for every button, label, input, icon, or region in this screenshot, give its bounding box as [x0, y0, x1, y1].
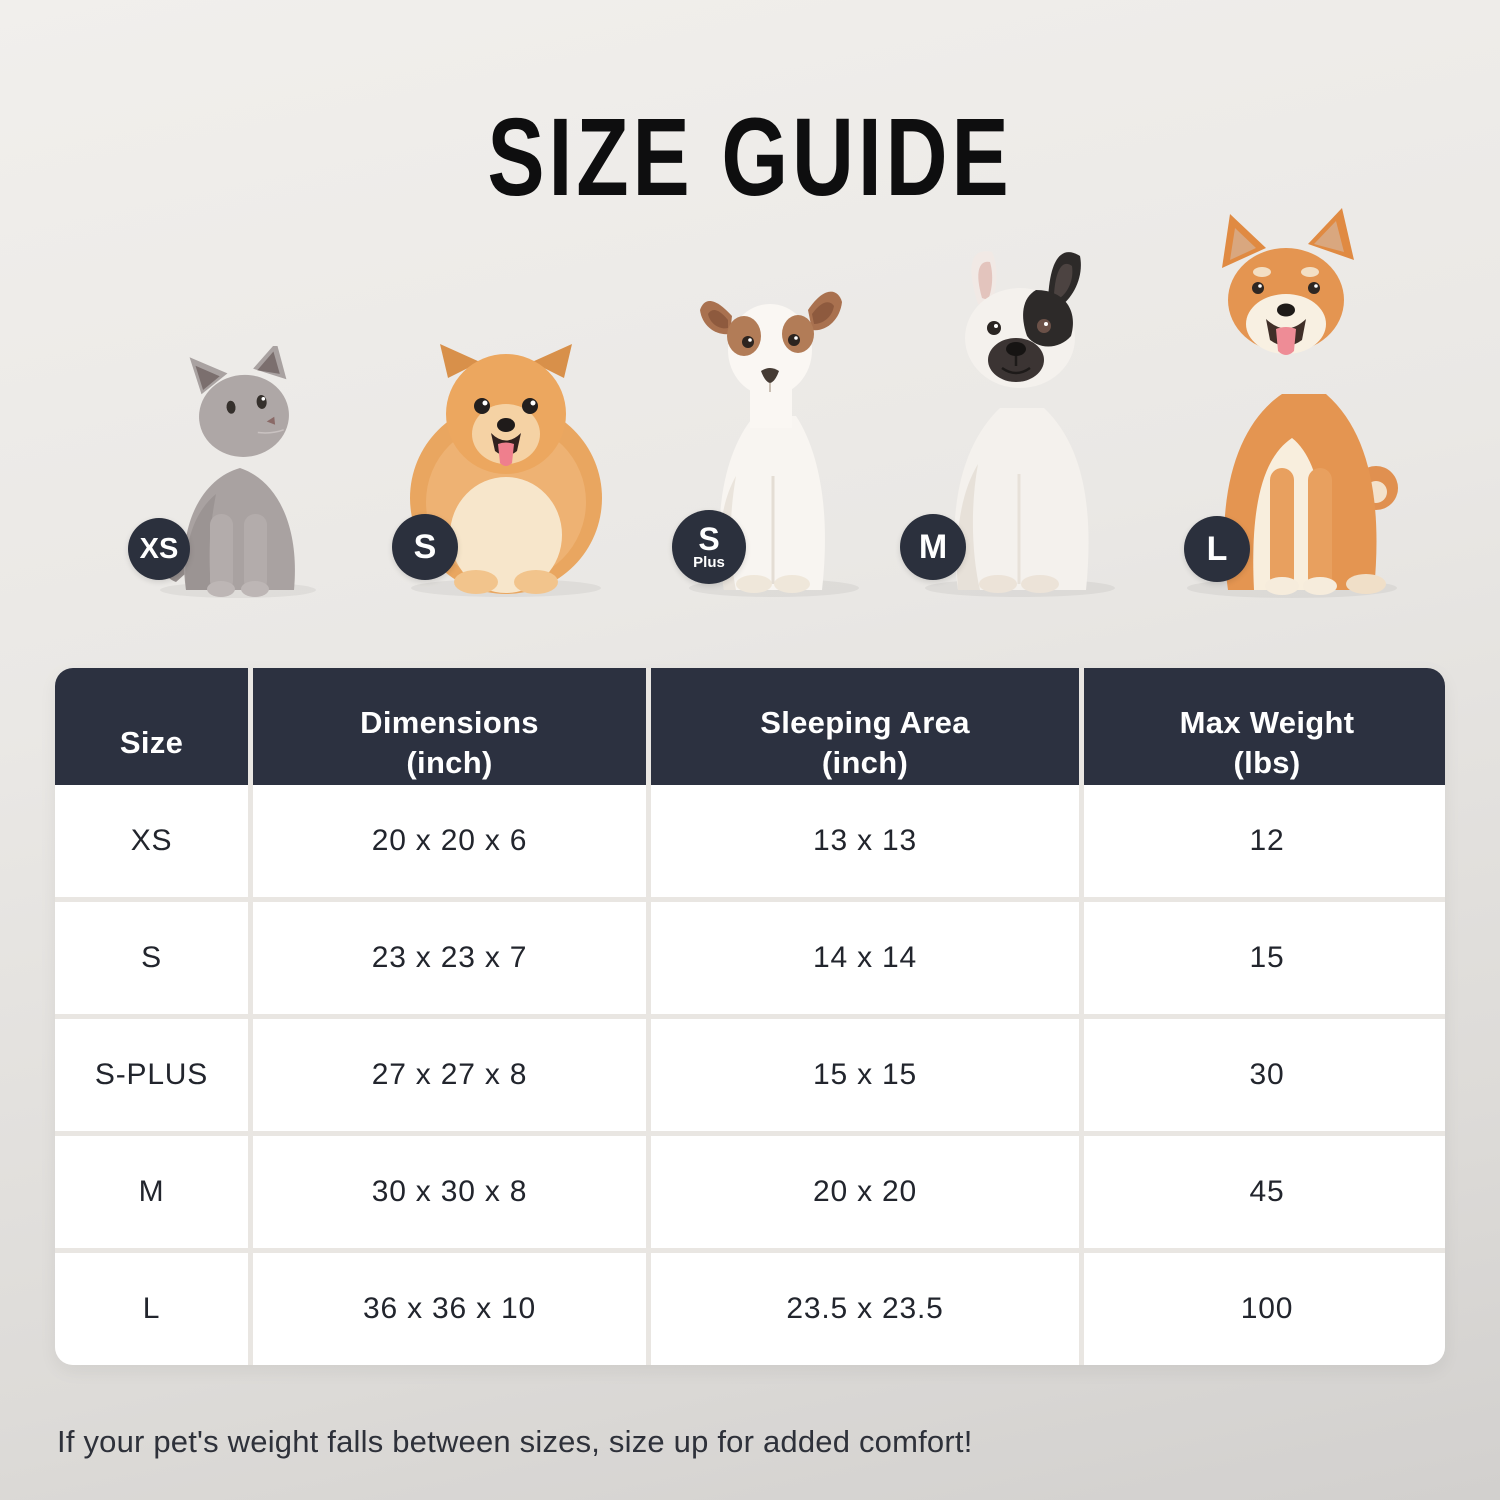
cell-l-size: L [55, 1253, 248, 1365]
badge-label: S [413, 527, 437, 566]
cell-xs-sleeping-area: 13 x 13 [651, 785, 1079, 897]
size-badge-xs: XS [128, 518, 190, 580]
badge-label: L [1206, 529, 1228, 568]
cell-l-max-weight: 100 [1084, 1253, 1445, 1365]
page-title: SIZE GUIDE [487, 96, 1013, 219]
header-line1: Size [119, 724, 184, 760]
cell-xs-max-weight: 12 [1084, 785, 1445, 897]
cell-l-dimensions: 36 x 36 x 10 [253, 1253, 646, 1365]
cell-s-size: S [55, 902, 248, 1014]
size-badge-s-plus: S Plus [672, 510, 746, 584]
header-line2: (lbs) [1233, 745, 1301, 780]
cell-m-size: M [55, 1136, 248, 1248]
size-badge-l: L [1184, 516, 1250, 582]
pomeranian-illustration [410, 344, 602, 597]
cell-m-dimensions: 30 x 30 x 8 [253, 1136, 646, 1248]
cell-s-sleeping-area: 14 x 14 [651, 902, 1079, 1014]
cat-photo [138, 346, 343, 598]
french-bulldog-photo [898, 246, 1143, 598]
cell-splus-size: S-PLUS [55, 1019, 248, 1131]
header-line1: Max Weight [1179, 704, 1355, 740]
shiba-inu-illustration [1187, 208, 1398, 598]
pomeranian-photo [388, 330, 623, 598]
cat-illustration [158, 346, 316, 598]
cell-m-sleeping-area: 20 x 20 [651, 1136, 1079, 1248]
header-line2: (inch) [821, 745, 909, 780]
size-badge-m: M [900, 514, 966, 580]
cell-l-sleeping-area: 23.5 x 23.5 [651, 1253, 1079, 1365]
jack-russell-illustration [689, 291, 859, 597]
badge-label: M [918, 527, 948, 566]
cell-xs-dimensions: 20 x 20 x 6 [253, 785, 646, 897]
french-bulldog-illustration [925, 251, 1115, 597]
header-line2: (inch) [406, 745, 493, 780]
cell-m-max-weight: 45 [1084, 1136, 1445, 1248]
shiba-inu-photo [1158, 208, 1426, 598]
size-badge-s: S [392, 514, 458, 580]
footer-note: If your pet's weight falls between sizes… [57, 1424, 973, 1459]
pets-row: XS S S Plus M L [0, 208, 1500, 602]
cell-splus-dimensions: 27 x 27 x 8 [253, 1019, 646, 1131]
badge-label: S [698, 520, 720, 557]
badge-label: XS [139, 532, 179, 565]
header-line1: Dimensions [360, 704, 539, 740]
cell-splus-max-weight: 30 [1084, 1019, 1445, 1131]
cell-splus-sleeping-area: 15 x 15 [651, 1019, 1079, 1131]
cell-s-dimensions: 23 x 23 x 7 [253, 902, 646, 1014]
jack-russell-photo [662, 276, 887, 598]
badge-sublabel: Plus [693, 553, 725, 571]
cell-xs-size: XS [55, 785, 248, 897]
cell-s-max-weight: 15 [1084, 902, 1445, 1014]
header-line1: Sleeping Area [760, 704, 970, 740]
size-table: Size Dimensions (inch) Sleeping Area (in… [55, 668, 1445, 1365]
